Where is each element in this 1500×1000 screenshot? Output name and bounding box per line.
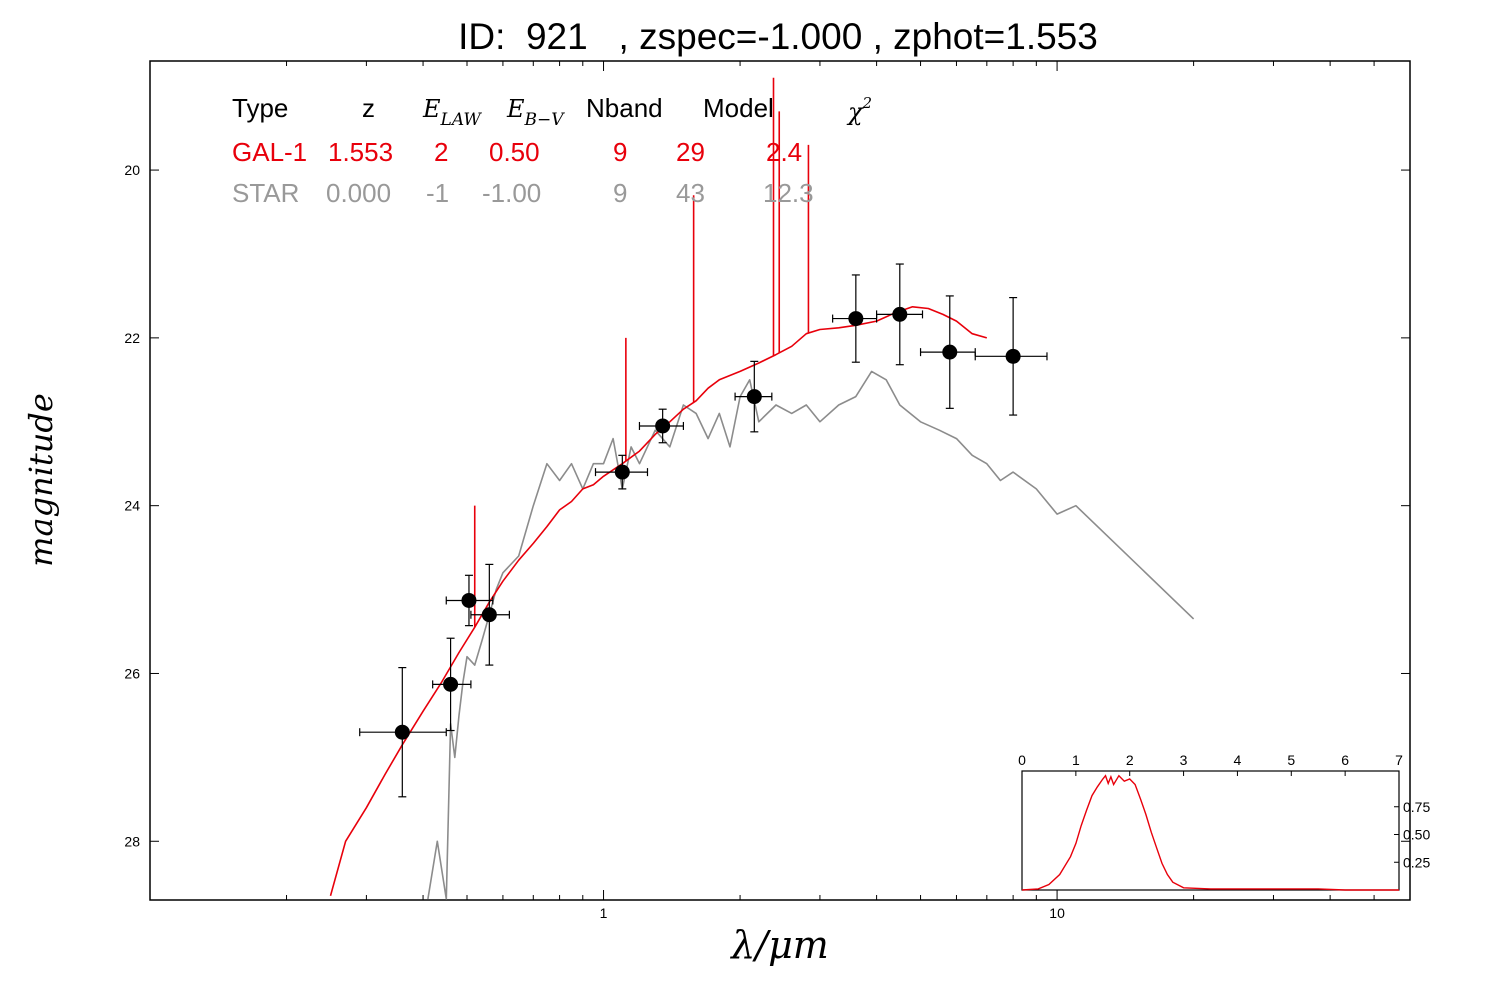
inset-x-tick-label: 4 [1234,752,1242,768]
inset-y-tick-label: 0.50 [1403,827,1430,843]
x-tick-label: 1 [600,905,608,921]
inset-x-tick-label: 1 [1072,752,1080,768]
inset-y-tick-label: 0.25 [1403,854,1430,870]
pdf-line [1021,774,1399,891]
main-plot-frame [149,60,1411,901]
inset-x-tick-label: 0 [1018,752,1026,768]
inset-y-tick-label: 0.75 [1403,799,1430,815]
table-row-star: STAR 0.000 -1 -1.00 9 43 12.3 [232,178,814,208]
x-axis-title: λ/μm [729,923,829,967]
photometry-point [443,676,459,692]
y-axis-title: magnitude [22,393,60,567]
y-tick-label: 26 [124,665,140,681]
table-cell: 12.3 [763,178,814,208]
table-header-type: Type [232,93,288,123]
photometry-points [359,263,1048,798]
table-header-chi2: χ2 [846,94,872,126]
table-header-model: Model [703,93,774,123]
table-header-elaw-base: E [422,95,441,123]
table-header-ebv-base: E [506,95,525,123]
table-row-galaxy: GAL-1 1.553 2 0.50 9 29 2.4 [232,137,802,167]
y-tick-label: 22 [124,330,140,346]
inset-x-tick-label: 2 [1126,752,1134,768]
galaxy-template-line [329,305,988,897]
table-header-chi2-base: χ [846,98,864,126]
photometry-point [461,592,477,608]
photometry-point [892,306,908,322]
photometry-point [1005,348,1021,364]
pdf-inset: 0 1 2 3 4 5 6 7 0.25 0.50 0.75 [1018,752,1430,891]
table-cell: 43 [676,178,705,208]
table-cell: 29 [676,137,705,167]
table-cell: 0.50 [489,137,540,167]
table-cell: 1.553 [328,137,393,167]
y-tick-label: 20 [124,162,140,178]
table-cell: GAL-1 [232,137,307,167]
photometry-point [614,464,630,480]
table-cell: -1 [426,178,449,208]
y-tick-label: 24 [124,498,140,514]
table-cell: STAR [232,178,299,208]
table-header-nband: Nband [586,93,663,123]
table-cell: 9 [613,137,627,167]
fit-table: Type z ELAW EB−V Nband Model χ2 GAL-1 1.… [232,93,872,208]
y-tick-label: 28 [124,833,140,849]
table-header-z: z [362,93,375,123]
x-tick-label: 10 [1049,905,1065,921]
table-header-ebv-sub: B−V [524,110,566,130]
table-header-ebv: EB−V [506,95,565,130]
inset-frame [1021,770,1400,891]
photometry-point [481,607,497,623]
inset-x-tick-label: 7 [1395,752,1403,768]
table-header-chi2-sup: 2 [862,94,873,112]
photometry-point [942,344,958,360]
table-header-elaw-sub: LAW [440,110,483,130]
inset-series [1021,774,1399,891]
inset-x-tick-label: 6 [1341,752,1349,768]
inset-x-tick-label: 3 [1180,752,1188,768]
table-header-elaw: ELAW [422,95,482,130]
photometry-point [655,418,671,434]
table-cell: 0.000 [326,178,391,208]
photometry-point [848,311,864,327]
table-cell: -1.00 [482,178,541,208]
inset-ticks: 0 1 2 3 4 5 6 7 0.25 0.50 0.75 [1018,752,1430,870]
table-cell: 9 [613,178,627,208]
photometry-point [746,389,762,405]
star-template-line [427,370,1195,900]
page-title: ID: 921 , zspec=-1.000 , zphot=1.553 [458,16,1098,57]
inset-x-tick-label: 5 [1287,752,1295,768]
photometry-point [394,724,410,740]
table-cell: 2.4 [766,137,802,167]
table-cell: 2 [434,137,448,167]
